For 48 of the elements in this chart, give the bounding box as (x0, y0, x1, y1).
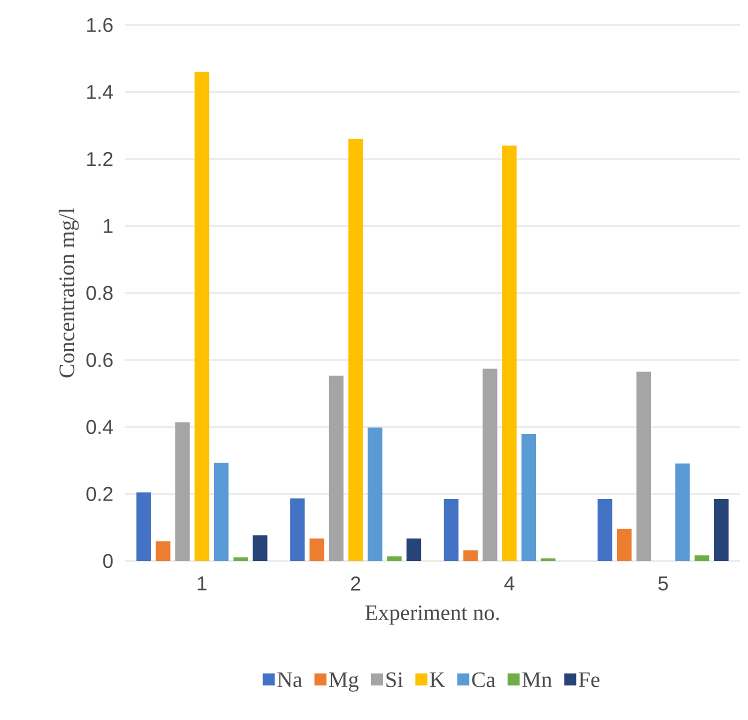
legend-label: Si (386, 672, 403, 688)
y-tick-label: 0.4 (86, 420, 113, 434)
bar (348, 138, 363, 561)
bar (714, 499, 729, 561)
y-tick-label: 0 (103, 554, 113, 568)
bar (136, 492, 151, 561)
y-tick-label: 1 (104, 219, 112, 233)
bar (636, 372, 652, 561)
bar (310, 538, 324, 561)
bar (444, 499, 458, 561)
x-axis-title: Experiment no. (365, 605, 499, 625)
x-tick-label: 2 (351, 576, 360, 590)
bar (214, 462, 229, 561)
bar (252, 535, 268, 561)
bar (406, 538, 422, 561)
legend-label: Mg (329, 672, 359, 692)
bar (368, 428, 382, 561)
bar (502, 146, 517, 561)
bar (540, 558, 556, 561)
y-axis-title: Concentration mg/l (58, 208, 79, 378)
y-tick-label: 0.2 (86, 486, 112, 502)
x-tick-label: 5 (658, 576, 668, 590)
bar (617, 528, 632, 561)
x-tick-label: 1 (198, 576, 206, 590)
y-tick-label: 0.6 (86, 352, 113, 368)
bar (598, 499, 612, 561)
y-tick-label: 1.4 (87, 85, 113, 99)
legend-label: Mn (522, 672, 552, 687)
bar (694, 555, 710, 561)
legend-label: Fe (578, 672, 600, 688)
bar (328, 376, 344, 561)
bar (194, 72, 210, 561)
legend-label: Ca (472, 672, 496, 688)
bar (156, 541, 170, 561)
legend-label: K (430, 672, 445, 687)
bar (482, 368, 498, 561)
bar (387, 556, 402, 561)
bar (675, 464, 690, 561)
bar (233, 557, 248, 561)
bar (521, 434, 536, 561)
legend-label: Na (277, 672, 302, 688)
bar (290, 498, 305, 561)
y-tick-label: 1.6 (87, 18, 113, 32)
x-tick-label: 4 (504, 576, 514, 590)
bar (175, 422, 190, 561)
y-tick-label: 1.2 (87, 152, 112, 166)
y-tick-label: 0.8 (86, 286, 113, 300)
bar (463, 550, 478, 561)
